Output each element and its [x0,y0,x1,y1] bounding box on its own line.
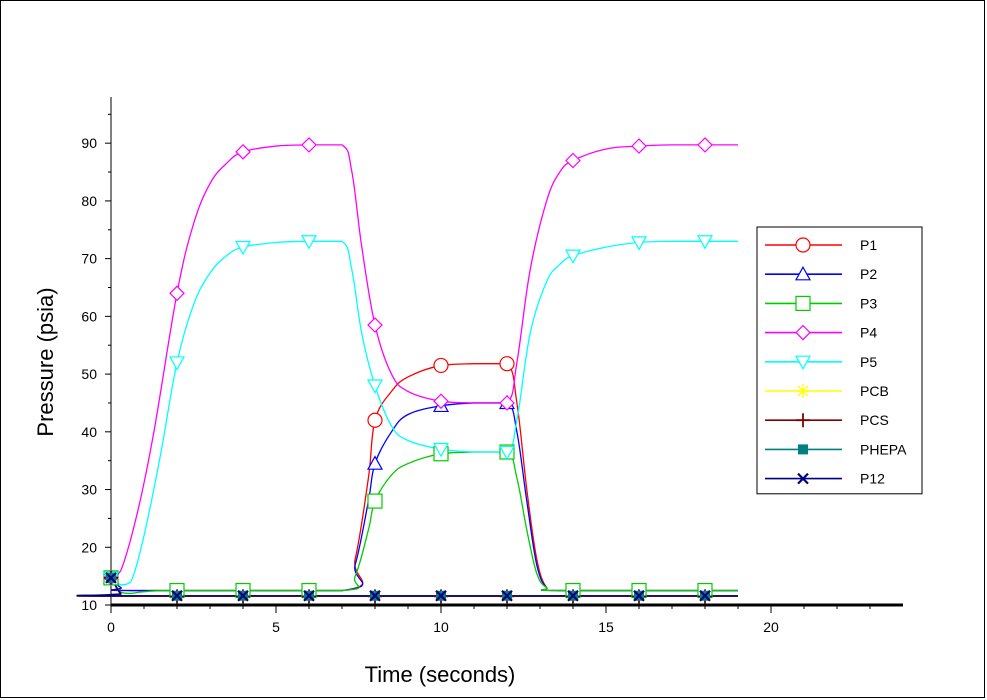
data-point-p3 [367,493,383,509]
data-point-p12 [501,589,513,602]
legend-label-p5: P5 [860,354,877,370]
x-tick-label-5: 5 [272,619,280,635]
data-point-p5 [696,235,714,250]
axes: 10 20 30 40 50 60 70 80 90 0 5 10 15 20 [81,97,903,635]
y-tick-label-70: 70 [81,251,97,267]
legend-marker-pcb [796,384,810,398]
data-point-p4 [697,137,713,153]
data-point-p4 [301,137,317,153]
series-line-p4 [110,144,738,579]
legend-item-p3: P3 [765,295,877,311]
y-tick-label-40: 40 [81,424,97,440]
series-markers-p4 [103,137,713,586]
series-p3 [110,451,738,595]
series-p4 [110,144,738,579]
data-point-p12 [237,589,249,602]
legend-item-p5: P5 [765,354,877,371]
data-point-p5 [498,445,516,461]
y-tick-label-90: 90 [81,135,97,151]
legend-marker-p12 [797,472,809,485]
data-point-p4 [235,143,251,160]
y-tick-label-10: 10 [81,597,97,613]
x-tick-label-20: 20 [763,619,779,635]
data-point-p4 [433,393,449,410]
series-markers-pcs [104,570,712,604]
y-tick-label-60: 60 [81,308,97,324]
data-point-p12 [435,589,447,602]
data-point-p5 [564,249,582,264]
legend-marker-p5 [794,355,812,371]
series-line-p12 [76,577,738,597]
data-point-p4 [499,395,515,411]
data-point-p5 [300,235,318,250]
legend-marker-p3 [795,295,811,311]
data-point-p4 [565,152,581,169]
legend-item-pcb: PCB [765,383,889,399]
data-point-p12 [633,589,645,602]
series-markers-p12 [105,572,711,602]
series-line-p5 [110,240,738,586]
y-axis-title: Pressure (psia) [33,287,58,436]
data-point-p12 [369,589,381,602]
data-point-p5 [168,356,186,371]
data-point-p12 [567,589,579,602]
data-point-p4 [169,285,185,302]
x-axis-title: Time (seconds) [365,662,516,687]
x-tick-label-15: 15 [598,619,614,635]
data-point-p4 [631,138,647,154]
legend-item-p2: P2 [765,265,877,282]
series-p12 [76,577,738,597]
data-point-p5 [432,442,450,458]
data-point-p1 [367,412,383,428]
legend-marker-phepa [798,444,808,455]
legend: P1 P2 P3 P4 P5 PCB PCS PHEPA P12 [756,226,923,495]
legend-label-p3: P3 [860,295,877,311]
legend-marker-p4 [795,324,811,341]
series-line-p2 [110,402,738,592]
legend-marker-p2 [794,265,812,281]
series-p5 [110,240,738,586]
data-point-p1 [433,357,449,374]
series-markers-pcb [104,570,712,604]
legend-item-p12: P12 [765,471,885,487]
data-point-p12 [105,572,117,584]
x-tick-label-10: 10 [433,619,449,635]
data-point-p12 [171,589,183,602]
legend-label-p12: P12 [860,471,885,487]
data-point-p2 [366,455,384,470]
legend-marker-pcs [796,413,810,428]
y-tick-label-30: 30 [81,482,97,498]
series-p2 [110,402,738,592]
legend-item-p4: P4 [765,325,877,341]
data-point-p5 [234,240,252,256]
legend-marker-p1 [795,237,811,253]
data-point-p4 [367,317,383,333]
legend-item-p1: P1 [765,237,877,253]
y-tick-label-20: 20 [81,539,97,555]
data-point-p5 [366,379,384,394]
series-layer [76,137,738,604]
series-markers-p3 [103,444,713,599]
data-point-p12 [303,589,315,602]
legend-label-pcs: PCS [860,412,889,428]
data-point-p5 [630,236,648,251]
y-tick-label-50: 50 [81,366,97,382]
legend-item-pcs: PCS [765,412,889,428]
series-markers-p1 [103,356,515,586]
legend-label-p2: P2 [860,266,877,282]
legend-label-p1: P1 [860,237,877,253]
legend-label-p4: P4 [860,325,877,341]
legend-item-phepa: PHEPA [765,441,907,457]
legend-label-pcb: PCB [860,383,889,399]
legend-label-phepa: PHEPA [860,441,907,457]
y-tick-label-80: 80 [81,193,97,209]
series-markers-p5 [102,235,714,587]
x-tick-label-0: 0 [107,619,115,635]
data-point-p1 [499,356,515,372]
data-point-p12 [699,589,711,602]
series-line-p3 [110,451,738,595]
